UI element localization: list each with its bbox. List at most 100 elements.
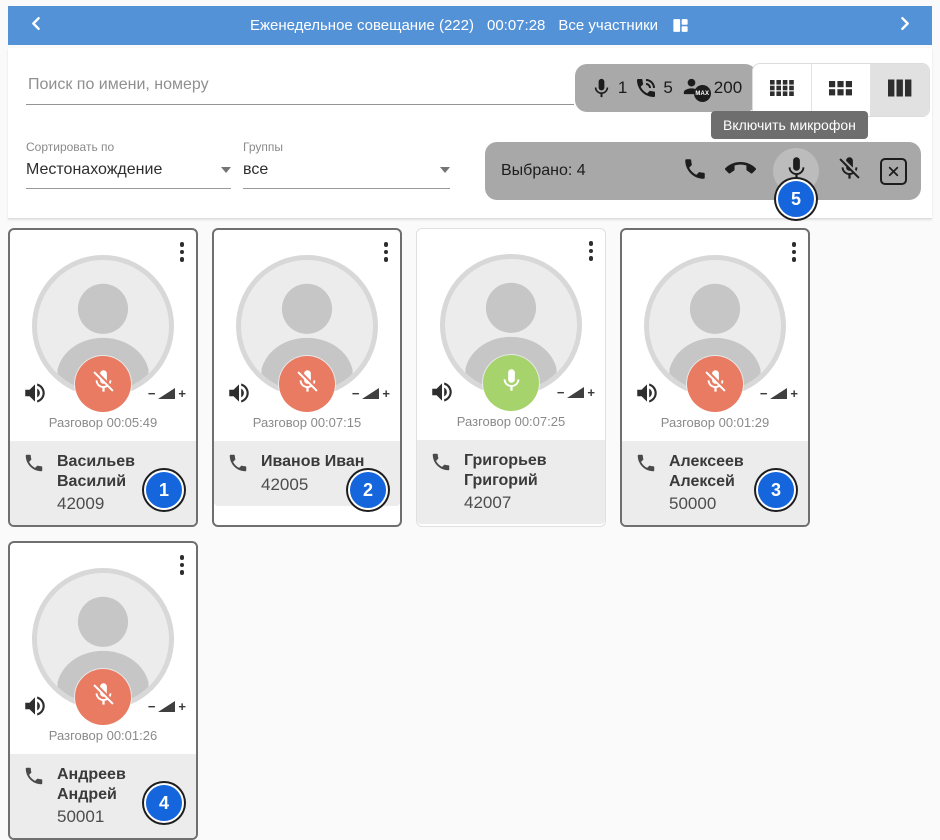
participant-number: 50001 <box>57 807 105 827</box>
volume-plus[interactable]: + <box>178 699 186 715</box>
disable-mic-button[interactable] <box>836 155 863 187</box>
prev-page-button[interactable] <box>14 6 58 45</box>
microphone-off-icon <box>836 155 863 187</box>
volume-minus[interactable]: − <box>147 386 156 401</box>
control-panel: 1 5 MAX 200 <box>8 48 932 219</box>
volume-minus-plus-icon[interactable]: − + <box>147 699 186 715</box>
selection-badge: 1 <box>144 470 184 511</box>
mic-status-button[interactable] <box>279 356 335 412</box>
more-vert-menu-icon[interactable] <box>178 240 187 264</box>
groups-select[interactable]: Группы все <box>243 140 450 189</box>
participant-card[interactable]: − + Разговор 00:05:49 Васильев Василий 4… <box>8 228 198 528</box>
mic-status-button[interactable] <box>75 356 131 412</box>
call-status: Разговор 00:01:29 <box>660 415 770 430</box>
mic-status-button[interactable] <box>75 669 131 726</box>
selection-toolbar: Выбрано: 4 <box>485 142 921 219</box>
participant-card[interactable]: − + Разговор 00:07:25 Григорьев Григорий… <box>416 228 606 528</box>
search-input[interactable] <box>26 72 574 105</box>
call-status: Разговор 00:07:15 <box>252 415 362 430</box>
active-calls-count: 5 <box>663 78 673 97</box>
more-vert-menu-icon[interactable] <box>382 240 391 264</box>
mic-status-button[interactable] <box>483 355 539 411</box>
conference-timer: 00:07:28 <box>486 17 546 34</box>
phone-handset-icon <box>23 765 45 792</box>
speaker-volume-icon[interactable] <box>429 379 455 410</box>
card-footer: Васильев Василий 42009 <box>10 441 196 526</box>
selection-badge: 2 <box>348 470 388 511</box>
all-participants-label[interactable]: Все участники <box>558 17 659 34</box>
view-toggle-grid-medium[interactable] <box>812 64 871 116</box>
dashboard-icon[interactable] <box>671 16 690 35</box>
hangup-button[interactable] <box>725 153 756 189</box>
phone-in-talk-icon <box>634 76 658 100</box>
speaker-volume-icon[interactable] <box>22 693 48 724</box>
phone-handset-icon <box>227 452 249 479</box>
call-icon <box>682 156 708 187</box>
volume-minus-plus-icon[interactable]: − + <box>759 386 798 401</box>
max-label: MAX <box>693 85 711 102</box>
groups-label: Группы <box>243 140 283 154</box>
chevron-down-icon <box>440 167 450 173</box>
participant-number: 42007 <box>464 493 512 513</box>
volume-plus[interactable]: + <box>587 385 595 400</box>
participants-grid: − + Разговор 00:05:49 Васильев Василий 4… <box>8 219 932 840</box>
volume-minus-plus-icon[interactable]: − + <box>147 386 186 401</box>
selection-badge: 4 <box>144 783 184 824</box>
speaker-volume-icon[interactable] <box>22 380 48 411</box>
sort-value: Местонахождение <box>26 161 163 178</box>
grid-small-icon <box>769 77 795 104</box>
speaker-volume-icon[interactable] <box>634 380 660 411</box>
phone-handset-icon <box>635 452 657 479</box>
conference-stats: 1 5 MAX 200 <box>575 64 757 112</box>
person-max-icon: MAX <box>680 75 711 102</box>
sort-select[interactable]: Сортировать по Местонахождение <box>26 140 231 189</box>
more-vert-menu-icon[interactable] <box>587 239 596 263</box>
unmuted-count: 1 <box>617 78 628 97</box>
participant-card[interactable]: − + Разговор 00:01:29 Алексеев Алексей 5… <box>620 228 810 528</box>
volume-minus[interactable]: − <box>351 386 360 401</box>
mic-off-icon <box>294 368 321 400</box>
volume-minus[interactable]: − <box>759 386 768 401</box>
more-vert-menu-icon[interactable] <box>790 240 799 264</box>
volume-minus[interactable]: − <box>147 699 156 715</box>
call-button[interactable] <box>682 156 708 187</box>
participants-limit: 200 <box>713 78 743 97</box>
participant-name: Андреев Андрей <box>57 766 126 803</box>
participant-name: Васильев Василий <box>57 453 135 490</box>
phone-handset-icon <box>23 452 45 479</box>
volume-triangle-icon <box>158 388 176 399</box>
more-vert-menu-icon[interactable] <box>178 553 187 577</box>
conference-header: Еженедельное совещание (222) 00:07:28 Вс… <box>8 6 932 45</box>
volume-minus-plus-icon[interactable]: − + <box>556 385 595 400</box>
volume-minus-plus-icon[interactable]: − + <box>351 386 390 401</box>
view-toggle-grid-large[interactable] <box>871 64 929 116</box>
sort-label: Сортировать по <box>26 140 115 154</box>
participant-name: Григорьев Григорий <box>464 452 547 489</box>
microphone-icon <box>783 155 810 187</box>
participant-name: Алексеев Алексей <box>669 453 744 490</box>
selection-count-badge: 5 <box>776 179 816 219</box>
participant-card[interactable]: − + Разговор 00:07:15 Иванов Иван 42005 … <box>212 228 402 528</box>
microphone-icon <box>590 77 613 100</box>
volume-plus[interactable]: + <box>382 386 390 401</box>
chevron-down-icon <box>221 167 231 173</box>
conference-title: Еженедельное совещание (222) <box>249 17 474 34</box>
close-selection-button[interactable] <box>880 157 907 185</box>
participant-card[interactable]: − + Разговор 00:01:26 Андреев Андрей 500… <box>8 541 198 840</box>
participant-number: 42009 <box>57 494 105 514</box>
mic-off-icon <box>702 368 729 400</box>
speaker-volume-icon[interactable] <box>226 380 252 411</box>
mic-status-button[interactable] <box>687 356 743 412</box>
volume-plus[interactable]: + <box>178 386 186 401</box>
next-page-button[interactable] <box>882 6 926 45</box>
grid-large-icon <box>888 77 912 104</box>
avatar <box>32 568 174 711</box>
groups-value: все <box>243 161 269 178</box>
volume-minus[interactable]: − <box>556 385 565 400</box>
phone-handset-icon <box>430 451 452 478</box>
volume-plus[interactable]: + <box>790 386 798 401</box>
view-toggle-group <box>752 63 930 117</box>
volume-triangle-icon <box>770 388 788 399</box>
view-toggle-grid-small[interactable] <box>753 64 812 116</box>
